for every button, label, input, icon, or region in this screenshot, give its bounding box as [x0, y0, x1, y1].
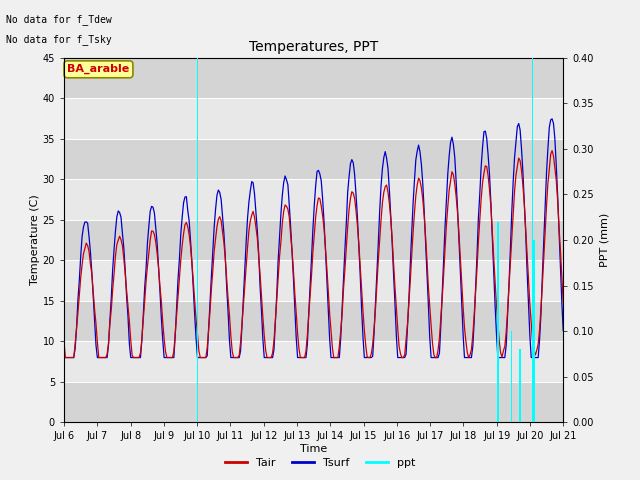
- Bar: [532, 58, 533, 422]
- Y-axis label: Temperature (C): Temperature (C): [29, 194, 40, 286]
- Bar: [64, 98, 563, 139]
- Bar: [64, 260, 563, 301]
- Bar: [64, 301, 563, 341]
- X-axis label: Time: Time: [300, 444, 327, 454]
- Text: BA_arable: BA_arable: [67, 64, 129, 74]
- Bar: [64, 179, 563, 220]
- Bar: [64, 341, 563, 382]
- Text: No data for f_Tsky: No data for f_Tsky: [6, 34, 112, 45]
- Bar: [520, 349, 521, 422]
- Bar: [64, 382, 563, 422]
- Y-axis label: PPT (mm): PPT (mm): [600, 213, 609, 267]
- Legend: Tair, Tsurf, ppt: Tair, Tsurf, ppt: [220, 453, 420, 472]
- Bar: [533, 240, 534, 422]
- Title: Temperatures, PPT: Temperatures, PPT: [249, 40, 378, 54]
- Bar: [197, 58, 198, 422]
- Bar: [64, 139, 563, 179]
- Bar: [497, 222, 499, 422]
- Bar: [64, 58, 563, 98]
- Text: No data for f_Tdew: No data for f_Tdew: [6, 14, 112, 25]
- Bar: [64, 220, 563, 260]
- Bar: [511, 331, 513, 422]
